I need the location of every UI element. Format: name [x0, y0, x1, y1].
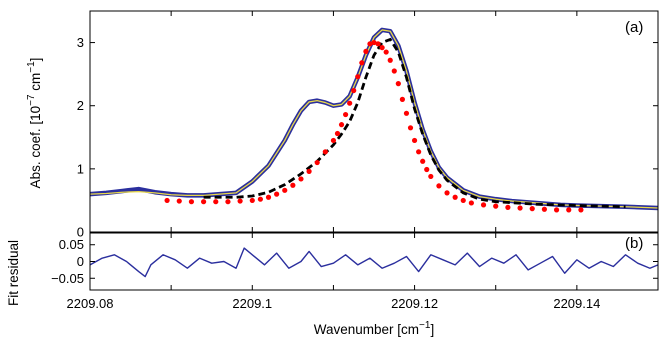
series-point-red [480, 202, 487, 208]
series-point-red [578, 207, 584, 213]
series-point-red [424, 166, 430, 173]
series-point-red [359, 60, 365, 66]
series-point-red [553, 207, 560, 213]
series-point-red [351, 87, 357, 94]
series-point-red [290, 182, 296, 188]
series-point-red [274, 191, 280, 197]
series-point-red [379, 45, 385, 51]
series-point-red [411, 137, 418, 144]
series-point-red [201, 199, 207, 205]
series-point-red [237, 198, 243, 204]
panel-b-ticks: 2209.08 2209.1 2209.12 2209.14 0.05 0 −0.05 [51, 233, 658, 311]
panel-a-ticks: 0 1 2 3 [77, 11, 658, 240]
series-point-red [460, 197, 466, 204]
panel-a-frame [89, 10, 659, 233]
series-point-red [306, 168, 312, 174]
series-point-red [343, 111, 349, 118]
series-point-red [529, 206, 535, 212]
series-point-red [444, 190, 450, 196]
series-point-red [566, 207, 572, 213]
y-tick-label: 2 [77, 98, 84, 113]
series-point-red [399, 96, 405, 102]
series-point-red [371, 39, 377, 46]
panel-a: 0 1 2 3 (a) Abs. coef. [10−7 cm−1] [26, 10, 659, 240]
series-point-red [428, 173, 434, 180]
y-tick-label: 0.05 [59, 237, 84, 252]
x-tick-label: 2209.1 [232, 296, 272, 311]
series-point-red [375, 41, 381, 47]
panel-a-tag: (a) [625, 19, 643, 36]
series-point-red [265, 194, 272, 200]
y-tick-label: 0 [77, 225, 84, 240]
panel-b-ylabel: Fit residual [6, 240, 21, 306]
series-point-red [314, 159, 320, 166]
panel-b-frame [89, 232, 659, 291]
y-tick-label: 0 [77, 254, 84, 269]
y-tick-label: 3 [77, 35, 84, 50]
panel-a-ylabel: Abs. coef. [10−7 cm−1] [26, 58, 43, 189]
x-tick-label: 2209.12 [391, 296, 438, 311]
series-point-red [249, 197, 255, 204]
series-line-black-dashed [203, 37, 626, 209]
panel-b-tag: (b) [625, 235, 643, 252]
series-point-red [505, 204, 511, 210]
series-point-red [347, 100, 353, 106]
series-point-red [257, 196, 263, 202]
series-point-red [420, 158, 426, 164]
x-tick-label: 2209.08 [67, 296, 114, 311]
series-point-red [403, 110, 410, 116]
y-tick-label: −0.05 [51, 271, 84, 286]
series-point-red [188, 199, 195, 205]
series-point-red [355, 74, 361, 80]
series-point-red [322, 149, 328, 155]
series-point-red [298, 176, 304, 182]
series-point-red [407, 125, 414, 131]
series-line-residual [89, 247, 659, 278]
series-point-red [367, 41, 373, 47]
panel-b-series [89, 247, 659, 278]
series-point-red [387, 57, 393, 63]
series-point-red [416, 149, 422, 155]
series-point-red [493, 203, 499, 209]
y-tick-label: 1 [77, 161, 84, 176]
series-point-red [395, 81, 401, 87]
series-point-red [334, 130, 341, 137]
series-point-red [468, 200, 474, 206]
series-point-red [452, 194, 458, 200]
series-point-red [282, 187, 288, 193]
series-point-red [213, 199, 219, 205]
panel-a-series [89, 27, 659, 213]
series-point-red [541, 206, 548, 212]
series-point-red [383, 49, 389, 55]
x-tick-label: 2209.14 [553, 296, 600, 311]
x-axis-label: Wavenumber [cm−1] [314, 320, 434, 337]
series-point-red [363, 48, 369, 55]
panel-b: 2209.08 2209.1 2209.12 2209.14 0.05 0 −0.05 (b… [6, 232, 659, 337]
series-point-red [436, 183, 442, 189]
series-point-red [391, 68, 397, 74]
series-point-red [517, 205, 523, 211]
series-point-red [176, 198, 182, 204]
series-point-red [164, 197, 170, 204]
series-point-red [338, 122, 345, 128]
series-point-red [330, 137, 337, 144]
series-point-red [225, 199, 231, 205]
